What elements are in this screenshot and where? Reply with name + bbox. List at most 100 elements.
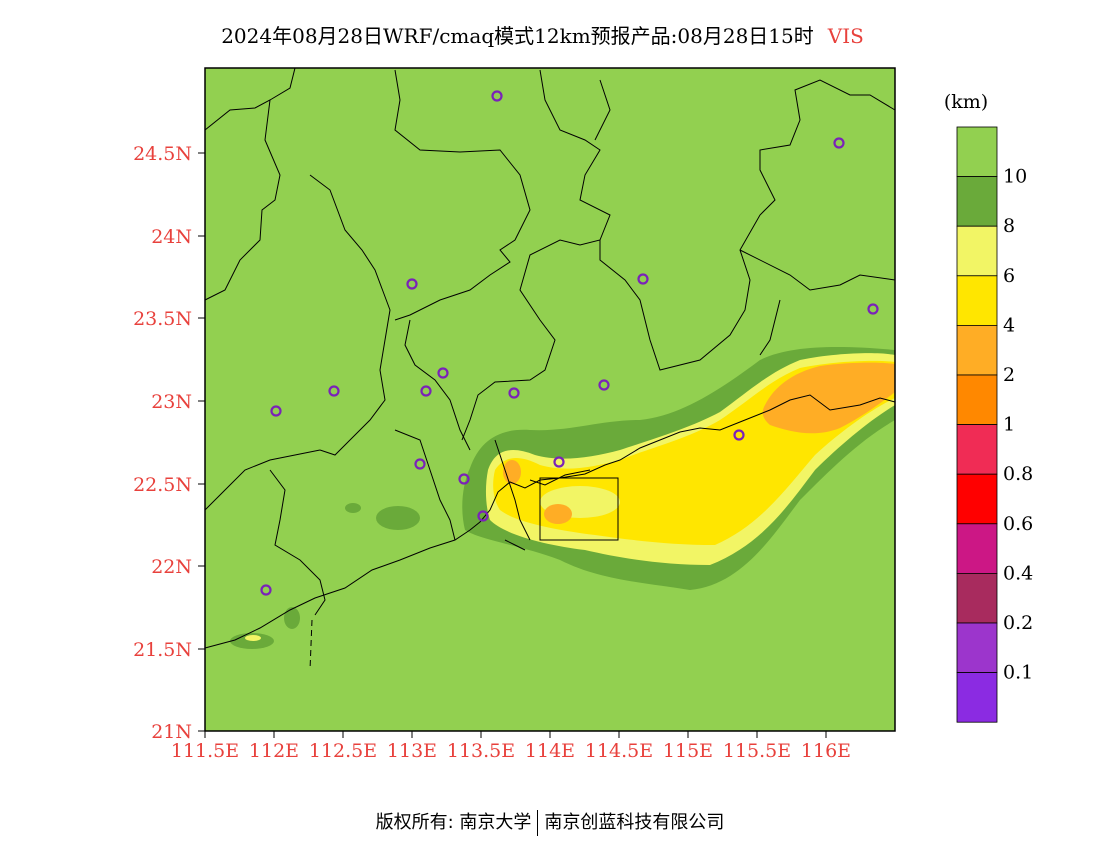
station-marker <box>458 473 470 485</box>
lon-axis: 111.5E 112E 112.5E 113E 113.5E 114E 114.… <box>171 731 851 762</box>
visibility-patch-6km-b <box>245 635 261 641</box>
island-dash-1 <box>309 619 313 671</box>
colorbar-swatch <box>956 573 998 624</box>
station-markers <box>260 90 879 596</box>
boundary-5 <box>404 319 471 451</box>
lat-axis: 24.5N 24N 23.5N 23N 22.5N 22N 21.5N 21N <box>133 143 205 743</box>
footer-right: 南京创蓝科技有限公司 <box>544 812 725 833</box>
footer-left: 版权所有: 南京大学 <box>375 812 532 833</box>
boundary-3 <box>309 174 391 456</box>
boundary-15 <box>494 439 531 541</box>
colorbar: (km) 10 8 6 4 2 1 0.8 0.6 0.4 0.2 0.1 <box>944 91 1033 723</box>
station-marker <box>260 584 272 596</box>
colorbar-swatch <box>956 424 998 475</box>
title-main: 2024年08月28日WRF/cmaq模式12km预报产品:08月28日15时 <box>221 24 814 48</box>
colorbar-swatches <box>956 126 998 723</box>
lon-tick-label: 112E <box>249 740 299 762</box>
lat-tick-label: 22N <box>151 556 192 578</box>
visibility-patch-8km-a <box>376 506 420 530</box>
boundary-9 <box>739 249 896 291</box>
lon-tick-label: 116E <box>801 740 851 762</box>
title-variable: VIS <box>827 24 864 48</box>
boundary-12 <box>269 469 326 616</box>
lon-tick-label: 113.5E <box>447 740 515 762</box>
boundary-6 <box>461 69 611 441</box>
lat-tick-label: 24.5N <box>133 143 192 165</box>
footer: 版权所有: 南京大学 南京创蓝科技有限公司 <box>0 808 1100 836</box>
footer-separator <box>537 810 539 836</box>
boundary-shenzhen-box <box>539 477 619 541</box>
island-dash-2 <box>504 539 526 551</box>
visibility-patch-8km-b <box>345 503 361 513</box>
lon-tick-label: 115E <box>663 740 713 762</box>
colorbar-tick-label: 0.8 <box>1003 463 1033 485</box>
boundary-13 <box>394 429 456 541</box>
colorbar-swatch <box>956 622 998 673</box>
boundary-11 <box>204 449 321 511</box>
boundary-4 <box>394 69 531 321</box>
boundary-2 <box>204 99 281 301</box>
colorbar-swatch <box>956 374 998 425</box>
station-marker <box>414 458 426 470</box>
lon-tick-label: 113E <box>387 740 437 762</box>
colorbar-swatch <box>956 324 998 376</box>
colorbar-swatch <box>956 473 998 525</box>
station-marker <box>867 303 879 315</box>
visibility-patch-2km-a <box>544 504 572 524</box>
colorbar-swatch <box>956 275 998 326</box>
station-marker <box>406 278 418 290</box>
chart-title: 2024年08月28日WRF/cmaq模式12km预报产品:08月28日15时 V… <box>0 20 1085 49</box>
lon-tick-label: 114E <box>525 740 575 762</box>
boundaries <box>204 67 896 671</box>
boundary-7 <box>599 79 896 371</box>
lon-tick-label: 111.5E <box>171 740 239 762</box>
colorbar-swatch <box>956 523 998 574</box>
colorbar-tick-label: 1 <box>1003 414 1015 436</box>
colorbar-tick-label: 0.6 <box>1003 513 1033 535</box>
boundary-10 <box>759 299 781 356</box>
visibility-patch-8km-c <box>284 607 300 629</box>
lat-tick-label: 23.5N <box>133 308 192 330</box>
station-marker <box>833 137 845 149</box>
colorbar-tick-label: 0.4 <box>1003 562 1033 584</box>
station-marker <box>598 379 610 391</box>
colorbar-swatch <box>956 672 998 723</box>
station-marker <box>637 273 649 285</box>
station-marker <box>477 510 489 522</box>
colorbar-tick-label: 0.1 <box>1003 662 1033 684</box>
lon-tick-label: 112.5E <box>309 740 377 762</box>
lat-tick-label: 22.5N <box>133 474 192 496</box>
map-panel <box>204 67 896 732</box>
colorbar-swatch <box>956 176 998 227</box>
lat-tick-label: 21N <box>151 721 192 743</box>
colorbar-unit: (km) <box>944 91 988 113</box>
visibility-band-2km-east <box>762 362 895 434</box>
lon-tick-label: 114.5E <box>585 740 653 762</box>
colorbar-tick-label: 0.2 <box>1003 612 1033 634</box>
lat-tick-label: 23N <box>151 391 192 413</box>
colorbar-labels: 10 8 6 4 2 1 0.8 0.6 0.4 0.2 0.1 <box>1003 166 1033 684</box>
station-marker <box>420 385 432 397</box>
lon-tick-label: 115.5E <box>723 740 791 762</box>
colorbar-swatch <box>956 225 998 277</box>
colorbar-tick-label: 2 <box>1003 364 1015 386</box>
station-marker <box>437 367 449 379</box>
station-marker <box>328 385 340 397</box>
station-marker <box>553 456 565 468</box>
boundary-1 <box>204 67 296 131</box>
station-marker <box>491 90 503 102</box>
boundary-8 <box>594 79 611 141</box>
colorbar-swatch <box>956 126 998 177</box>
boundary-14 <box>529 469 591 486</box>
colorbar-tick-label: 4 <box>1003 314 1015 336</box>
lat-tick-label: 21.5N <box>133 639 192 661</box>
colorbar-tick-label: 6 <box>1003 265 1015 287</box>
station-marker <box>270 405 282 417</box>
station-marker <box>508 387 520 399</box>
lat-tick-label: 24N <box>151 226 192 248</box>
coastline <box>204 394 896 649</box>
colorbar-tick-label: 8 <box>1003 215 1015 237</box>
station-marker <box>733 429 745 441</box>
colorbar-tick-label: 10 <box>1003 166 1027 188</box>
